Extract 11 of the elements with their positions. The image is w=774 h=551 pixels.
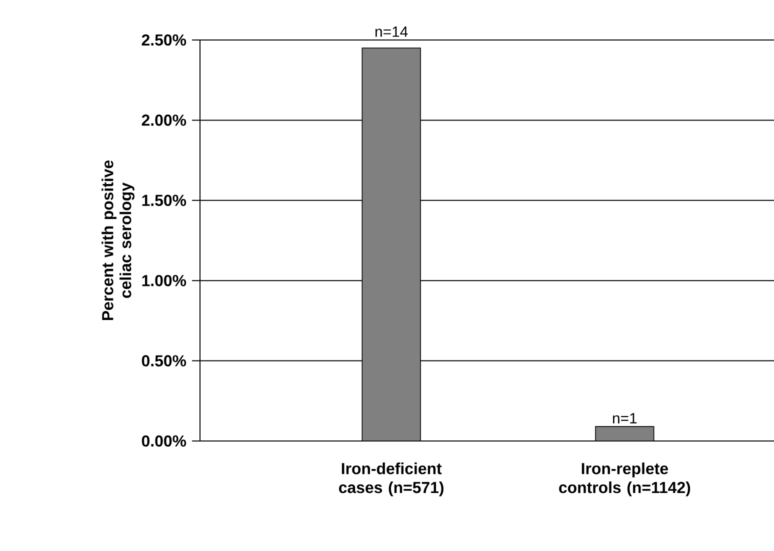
annotation: n=1 bbox=[612, 413, 637, 424]
x-tick-label: Iron-deficient cases (n=571) bbox=[339, 462, 444, 496]
y-axis-title: Percent with positive celiac serology bbox=[102, 160, 134, 320]
y-tick-label: 1.00% bbox=[142, 274, 186, 286]
y-tick-label: 0.00% bbox=[142, 435, 186, 447]
y-tick-label: 2.00% bbox=[142, 114, 186, 126]
y-tick-label: 1.50% bbox=[142, 194, 186, 206]
y-tick-label: 2.50% bbox=[142, 34, 186, 46]
x-tick-label: Iron-replete controls (n=1142) bbox=[559, 462, 690, 496]
y-tick-label: 0.50% bbox=[142, 355, 186, 366]
annotation: n=14 bbox=[375, 26, 408, 37]
